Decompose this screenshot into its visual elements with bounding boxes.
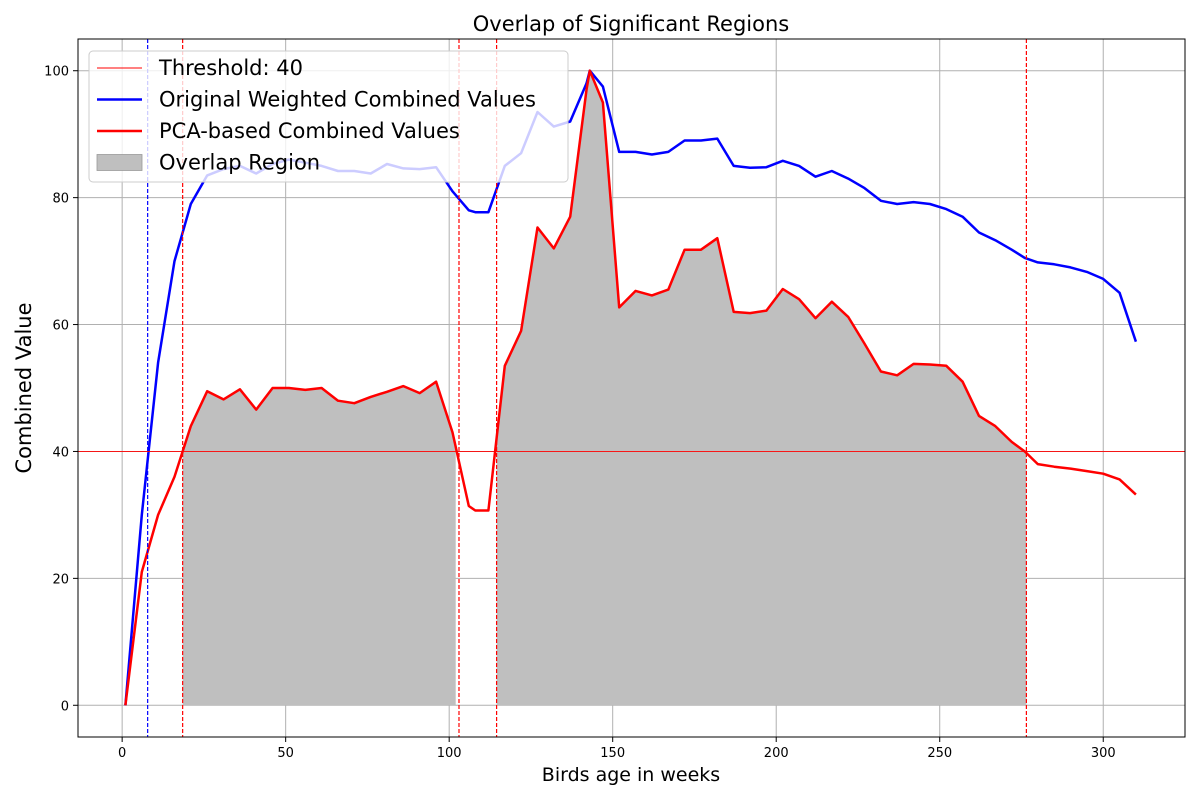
x-tick-label: 200 bbox=[764, 746, 789, 761]
plot-frame bbox=[77, 38, 1186, 738]
chart-title: Overlap of Significant Regions bbox=[473, 12, 789, 36]
legend-label: PCA-based Combined Values bbox=[159, 119, 460, 143]
plot-area: 0 50 100 150 200 250 300 0 20 40 60 80 100 bbox=[44, 38, 1186, 761]
y-tick-label: 40 bbox=[52, 445, 69, 460]
x-axis-title: Birds age in weeks bbox=[542, 764, 720, 786]
x-tick-label: 150 bbox=[600, 746, 625, 761]
x-tick-label: 100 bbox=[437, 746, 462, 761]
legend: Threshold: 40 Original Weighted Combined … bbox=[88, 50, 569, 183]
y-tick-label: 20 bbox=[52, 572, 69, 587]
legend-label: Original Weighted Combined Values bbox=[159, 88, 536, 112]
pca-combined-line bbox=[124, 69, 1137, 706]
x-tick-label: 0 bbox=[118, 746, 126, 761]
y-tick-label: 60 bbox=[52, 319, 69, 334]
x-tick-label: 50 bbox=[277, 746, 294, 761]
y-tick-label: 80 bbox=[52, 192, 69, 207]
y-axis-title: Combined Value bbox=[12, 302, 36, 473]
overlap-region bbox=[182, 381, 456, 706]
legend-swatch bbox=[96, 154, 143, 171]
y-tick-label: 100 bbox=[44, 65, 69, 80]
x-tick-label: 300 bbox=[1091, 746, 1116, 761]
y-tick-label: 0 bbox=[61, 699, 69, 714]
legend-box bbox=[88, 50, 569, 183]
legend-label: Threshold: 40 bbox=[158, 56, 303, 80]
overlap-region bbox=[496, 70, 1027, 706]
x-tick-label: 250 bbox=[927, 746, 952, 761]
legend-label: Overlap Region bbox=[159, 151, 320, 175]
